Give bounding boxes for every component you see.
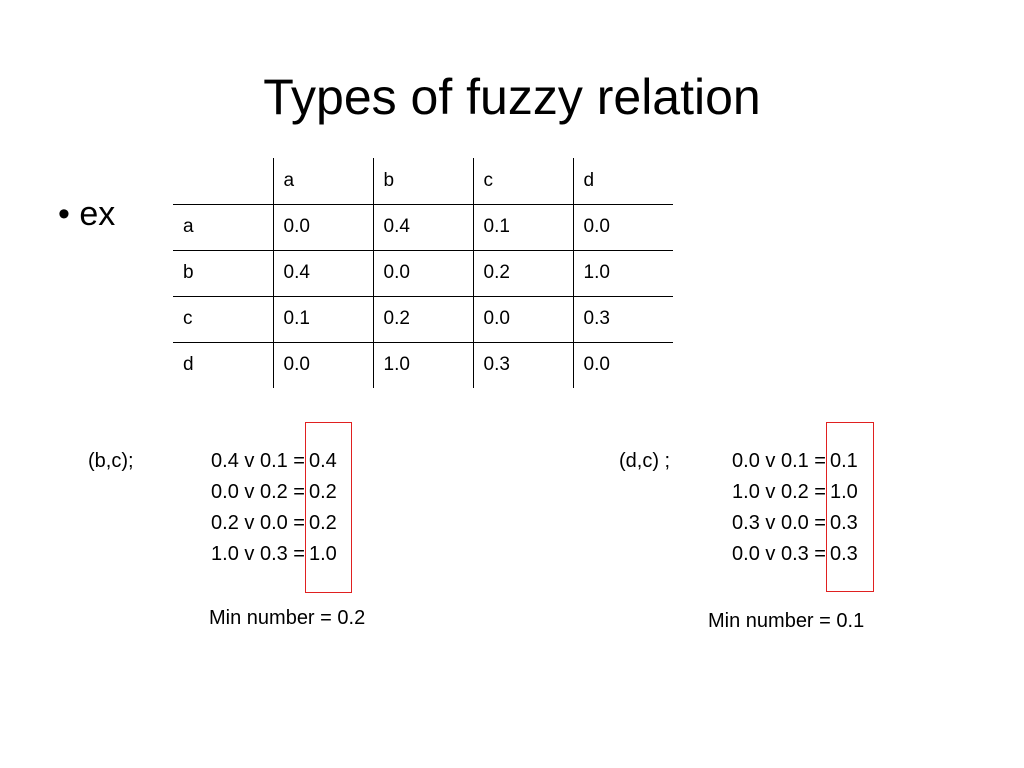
- table-cell: 0.2: [472, 250, 573, 297]
- expression-result: 0.4: [309, 450, 337, 472]
- table-cell: 0.0: [272, 204, 373, 251]
- table-cell: 0.3: [572, 296, 673, 343]
- left-highlight-box: [305, 422, 352, 593]
- table-row: d 0.0 1.0 0.3 0.0: [173, 342, 673, 388]
- expression-result: 0.3: [830, 543, 858, 565]
- expression-lhs: 1.0 v 0.3 =: [211, 543, 305, 565]
- row-header: b: [173, 250, 273, 297]
- right-min-result: Min number = 0.1: [708, 610, 865, 632]
- expression-line: 1.0 v 0.3 =: [0, 539, 305, 570]
- table-cell: 0.4: [372, 204, 473, 251]
- table-cell: 0.0: [572, 204, 673, 251]
- expression-lhs: 0.0 v 0.1 =: [732, 450, 826, 472]
- table-cell: 0.3: [472, 342, 573, 388]
- table-cell: 0.2: [372, 296, 473, 343]
- expression-line: 1.0 v 0.2 =: [0, 477, 826, 508]
- table-cell: 0.0: [272, 342, 373, 388]
- relation-matrix: a b c d a 0.0 0.4 0.1 0.0 b 0.4 0.0 0.2 1.0 c 0.1 0.2 0.0…: [173, 158, 673, 388]
- expression-line: 0.2 v 0.0 =: [0, 508, 305, 539]
- table-cell: 0.4: [272, 250, 373, 297]
- left-pair-label: (b,c);: [88, 450, 134, 472]
- column-header: c: [472, 158, 573, 205]
- row-header: d: [183, 354, 194, 376]
- expression-line: 0.4 v 0.1 =: [0, 446, 305, 477]
- column-header: d: [572, 158, 673, 205]
- table-cell: 1.0: [572, 250, 673, 297]
- expression-line: 0.0 v 0.3 =: [0, 539, 826, 570]
- expression-line: 0.3 v 0.0 =: [0, 508, 826, 539]
- expression-lhs: 1.0 v 0.2 =: [732, 481, 826, 503]
- table-cell: 0.1: [272, 296, 373, 343]
- row-header: a: [173, 204, 273, 251]
- right-pair-label: (d,c) ;: [619, 450, 671, 472]
- expression-lhs: 0.2 v 0.0 =: [211, 512, 305, 534]
- table-cell: 1.0: [372, 342, 473, 388]
- left-min-result: Min number = 0.2: [209, 607, 366, 629]
- table-cell: 0.0: [472, 296, 573, 343]
- expression-lhs: 0.0 v 0.2 =: [211, 481, 305, 503]
- expression-result: 0.2: [309, 481, 337, 503]
- expression-result: 1.0: [309, 543, 337, 565]
- expression-result: 0.1: [830, 450, 858, 472]
- expression-lhs: 0.4 v 0.1 =: [211, 450, 305, 472]
- bullet-item: • ex: [58, 192, 115, 236]
- column-header: b: [372, 158, 473, 205]
- bullet-text: ex: [79, 195, 116, 233]
- expression-line: 0.0 v 0.1 =: [0, 446, 826, 477]
- expression-lhs: 0.3 v 0.0 =: [732, 512, 826, 534]
- table-cell: 0.0: [572, 342, 673, 388]
- row-header: c: [173, 296, 273, 343]
- slide-title: Types of fuzzy relation: [263, 69, 761, 125]
- expression-lhs: 0.0 v 0.3 =: [732, 543, 826, 565]
- table-row: a 0.0 0.4 0.1 0.0: [173, 204, 673, 251]
- table-row: c 0.1 0.2 0.0 0.3: [173, 296, 673, 343]
- right-highlight-box: [826, 422, 874, 592]
- bullet-marker: •: [58, 195, 70, 233]
- column-header: a: [272, 158, 373, 205]
- table-row: b 0.4 0.0 0.2 1.0: [173, 250, 673, 297]
- column-header: [173, 158, 273, 205]
- table-cell: 0.1: [472, 204, 573, 251]
- expression-result: 0.2: [309, 512, 337, 534]
- expression-line: 0.0 v 0.2 =: [0, 477, 305, 508]
- expression-result: 0.3: [830, 512, 858, 534]
- expression-result: 1.0: [830, 481, 858, 503]
- table-cell: 0.0: [372, 250, 473, 297]
